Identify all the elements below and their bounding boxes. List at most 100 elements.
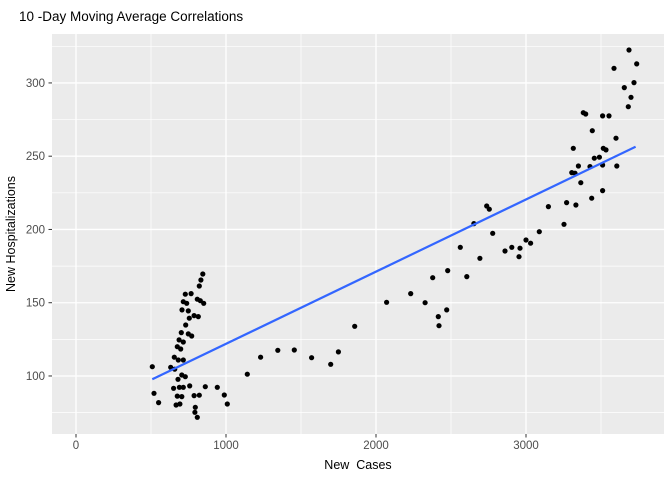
- data-point: [490, 230, 496, 236]
- data-point: [178, 346, 184, 352]
- data-point: [561, 221, 567, 227]
- data-point: [194, 414, 200, 420]
- chart-title: 10 -Day Moving Average Correlations: [19, 9, 243, 24]
- data-point: [436, 323, 442, 329]
- data-point: [192, 409, 198, 415]
- y-tick-label: 150: [26, 298, 45, 310]
- x-tick-label: 1000: [213, 440, 239, 452]
- data-point: [191, 393, 197, 399]
- data-point: [435, 314, 441, 320]
- data-point: [583, 111, 589, 117]
- data-point: [384, 299, 390, 305]
- data-point: [589, 195, 595, 201]
- y-tick-label: 250: [26, 151, 45, 163]
- data-point: [328, 361, 334, 367]
- data-point: [621, 85, 627, 91]
- data-points: [149, 47, 640, 420]
- data-point: [195, 314, 201, 320]
- data-point: [600, 113, 606, 119]
- data-point: [191, 313, 197, 319]
- data-point: [335, 349, 341, 355]
- data-point: [573, 202, 579, 208]
- data-point: [509, 244, 515, 250]
- data-point: [614, 163, 620, 169]
- data-point: [578, 180, 584, 186]
- data-point: [180, 357, 186, 363]
- data-point: [182, 291, 188, 297]
- data-point: [176, 384, 182, 390]
- data-point: [221, 392, 227, 398]
- data-point: [180, 384, 186, 390]
- data-point: [244, 371, 250, 377]
- data-point: [444, 307, 450, 313]
- data-point: [352, 323, 358, 329]
- data-point: [171, 354, 177, 360]
- data-point: [291, 347, 297, 353]
- data-point: [603, 147, 609, 153]
- x-axis-title: New Cases: [324, 458, 391, 472]
- data-point: [536, 229, 542, 235]
- data-point: [182, 374, 188, 380]
- data-point: [545, 204, 552, 210]
- data-point: [175, 376, 181, 382]
- axis-tick-marks: [48, 82, 527, 438]
- data-point: [196, 392, 202, 398]
- data-point: [185, 308, 191, 314]
- plot-panel-background: [52, 34, 664, 434]
- major-gridlines: [52, 34, 664, 434]
- data-point: [214, 384, 220, 390]
- data-point: [202, 384, 208, 390]
- data-point: [430, 275, 436, 281]
- data-point: [175, 357, 181, 363]
- data-point: [198, 277, 204, 283]
- data-point: [184, 300, 190, 306]
- data-point: [516, 254, 522, 260]
- x-tick-label: 0: [73, 440, 79, 452]
- data-point: [600, 188, 606, 194]
- data-point: [180, 339, 186, 345]
- data-point: [570, 145, 576, 151]
- data-point: [151, 390, 157, 396]
- data-point: [611, 65, 617, 71]
- data-point: [309, 355, 315, 361]
- data-point: [589, 128, 595, 134]
- data-point: [625, 104, 631, 110]
- data-point: [628, 94, 634, 100]
- data-point: [179, 307, 185, 313]
- data-point: [275, 347, 281, 353]
- y-axis-title: New Hospitalizations: [4, 176, 18, 292]
- data-point: [596, 154, 603, 160]
- data-point: [179, 394, 185, 400]
- regression-line: [151, 145, 637, 381]
- data-point: [523, 237, 529, 243]
- data-point: [464, 274, 470, 280]
- data-point: [188, 291, 194, 297]
- data-point: [178, 330, 184, 336]
- data-point: [626, 47, 632, 53]
- data-point: [189, 333, 195, 339]
- minor-gridlines: [52, 34, 664, 434]
- data-point: [176, 337, 182, 343]
- data-point: [517, 245, 523, 251]
- data-point: [149, 364, 155, 370]
- x-tick-label: 3000: [513, 440, 539, 452]
- data-point: [575, 163, 582, 169]
- data-point: [457, 244, 463, 250]
- y-tick-label: 300: [26, 78, 45, 90]
- data-point: [502, 248, 508, 254]
- axis-tick-labels: 0 1000 2000 3000 100 150 200 250 300: [26, 78, 539, 452]
- data-point: [486, 206, 492, 212]
- data-point: [606, 113, 612, 119]
- y-tick-label: 100: [26, 371, 45, 383]
- x-tick-label: 2000: [363, 440, 389, 452]
- data-point: [186, 315, 192, 321]
- data-point: [192, 404, 198, 410]
- data-point: [408, 291, 414, 297]
- data-point: [174, 393, 180, 399]
- data-point: [591, 155, 597, 161]
- data-point: [477, 255, 483, 261]
- y-tick-label: 200: [26, 224, 45, 236]
- data-point: [613, 135, 619, 141]
- data-point: [445, 268, 451, 274]
